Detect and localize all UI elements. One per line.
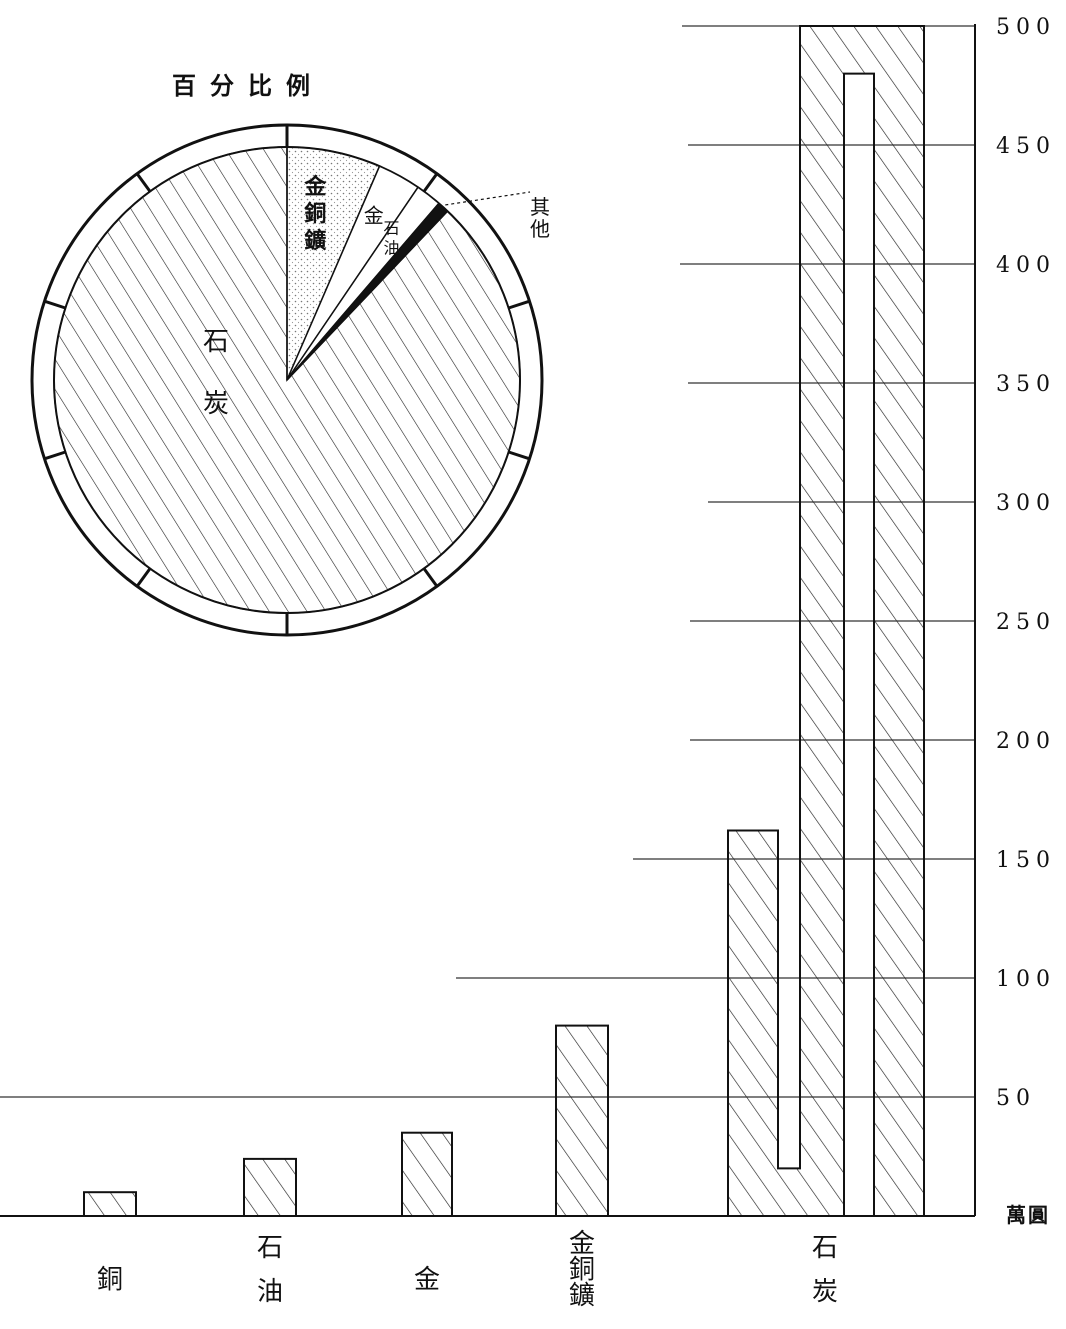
pie-label: 石 — [384, 218, 400, 237]
y-tick-label: 150 — [996, 848, 1056, 873]
pie-label: 他 — [530, 217, 550, 241]
bar — [727, 25, 925, 1217]
bar — [555, 1024, 609, 1217]
pie-ring-ticks — [44, 125, 530, 635]
category-label: 油 — [257, 1277, 283, 1307]
pie-label: 金 — [303, 174, 327, 200]
pie-leader-line — [445, 191, 531, 206]
category-label: 金 — [414, 1265, 440, 1295]
unit-label: 萬圓 — [1006, 1203, 1050, 1227]
y-tick-label: 400 — [996, 253, 1056, 278]
ring-tick — [508, 450, 530, 461]
y-tick-label: 450 — [996, 134, 1056, 159]
ring-tick — [44, 450, 66, 461]
ring-tick — [135, 172, 152, 193]
pie-label: 油 — [384, 238, 400, 257]
y-tick-label: 250 — [996, 610, 1056, 635]
ring-tick — [44, 299, 66, 310]
bar — [83, 1191, 137, 1217]
y-tick-label: 300 — [996, 491, 1056, 516]
category-label: 石 — [257, 1233, 283, 1263]
ring-tick — [508, 299, 530, 310]
y-tick-label: 500 — [996, 15, 1056, 40]
y-tick-label: 100 — [996, 967, 1056, 992]
pie-label: 炭 — [203, 389, 229, 419]
ring-tick — [135, 567, 152, 588]
y-tick-label: 200 — [996, 729, 1056, 754]
category-label: 石 — [812, 1233, 838, 1263]
pie-label: 金 — [364, 203, 384, 227]
category-label: 金 — [569, 1229, 595, 1259]
pie-slice — [53, 146, 521, 614]
ring-tick — [422, 172, 439, 193]
category-label: 銅 — [97, 1265, 123, 1295]
pie-slices — [53, 146, 521, 614]
pie-label: 鑛 — [304, 228, 326, 254]
y-tick-label: 50 — [996, 1086, 1036, 1111]
y-tick-label: 350 — [996, 372, 1056, 397]
bar — [401, 1131, 453, 1217]
bar — [243, 1157, 297, 1218]
ring-tick — [422, 567, 439, 588]
y-axis-ticks: 50 100 150 200 250 300 350 400 450 500 — [996, 15, 1056, 1111]
category-label: 鑛 — [569, 1281, 595, 1311]
pie-label: 其 — [530, 195, 550, 219]
pie-label: 銅 — [304, 201, 326, 227]
bars — [83, 25, 925, 1218]
category-label: 銅 — [569, 1255, 595, 1285]
pie-label: 石 — [203, 327, 229, 357]
category-label: 炭 — [812, 1277, 838, 1307]
pie-title: 百分比例 — [172, 71, 324, 100]
